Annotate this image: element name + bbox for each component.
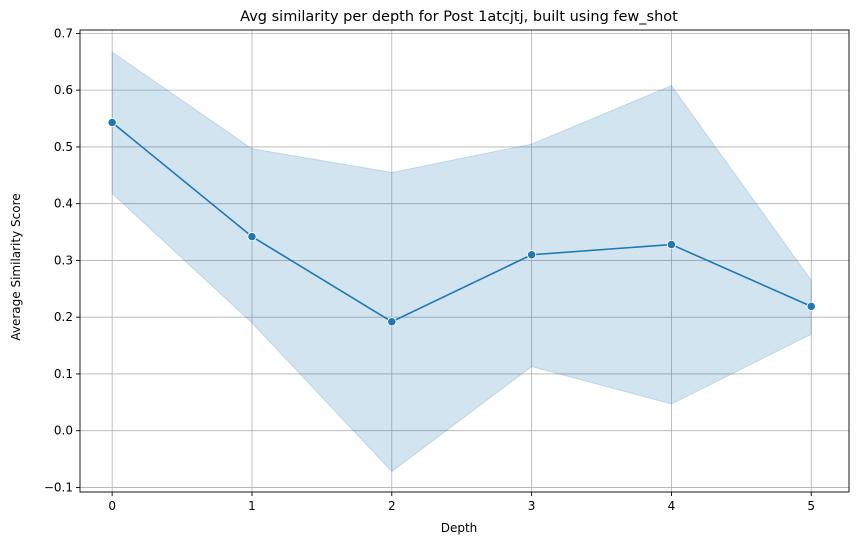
data-point [526,250,537,260]
x-tick-label: 4 [668,499,676,513]
y-tick-label: 0.1 [54,367,73,381]
chart-title: Avg similarity per depth for Post 1atcjt… [240,9,678,25]
y-tick-label: 0.6 [54,83,73,97]
data-point [107,117,117,128]
y-tick-label: −0.1 [44,480,73,494]
y-tick-label: 0.0 [54,424,73,438]
y-tick-label: 0.4 [54,197,73,211]
x-tick-label: 5 [807,499,815,513]
x-tick-label: 2 [388,499,396,513]
data-point [247,231,257,242]
axes-frame [79,29,850,493]
series-line [111,121,812,323]
x-tick-label: 3 [528,499,536,513]
x-axis-label: Depth [441,521,478,535]
y-axis-ticks: −0.1 0.0 0.1 0.2 0.3 0.4 0.5 0.6 0.7 [44,26,80,494]
plot-frame [79,29,850,493]
y-tick-label: 0.5 [54,140,73,154]
series-lines [111,121,812,323]
series-markers [107,117,816,327]
y-tick-label: 0.7 [54,26,73,40]
x-tick-label: 1 [248,499,256,513]
x-tick-label: 0 [108,499,116,513]
data-point [666,239,677,250]
y-tick-label: 0.2 [54,310,73,324]
y-tick-label: 0.3 [54,253,73,267]
grid [80,30,849,492]
data-point [387,317,397,327]
y-axis-label: Average Similarity Score [9,193,23,340]
ci-band [111,51,812,473]
x-axis-ticks: 0 1 2 3 4 5 [108,492,815,513]
data-point [806,301,816,312]
confidence-band [111,51,812,473]
